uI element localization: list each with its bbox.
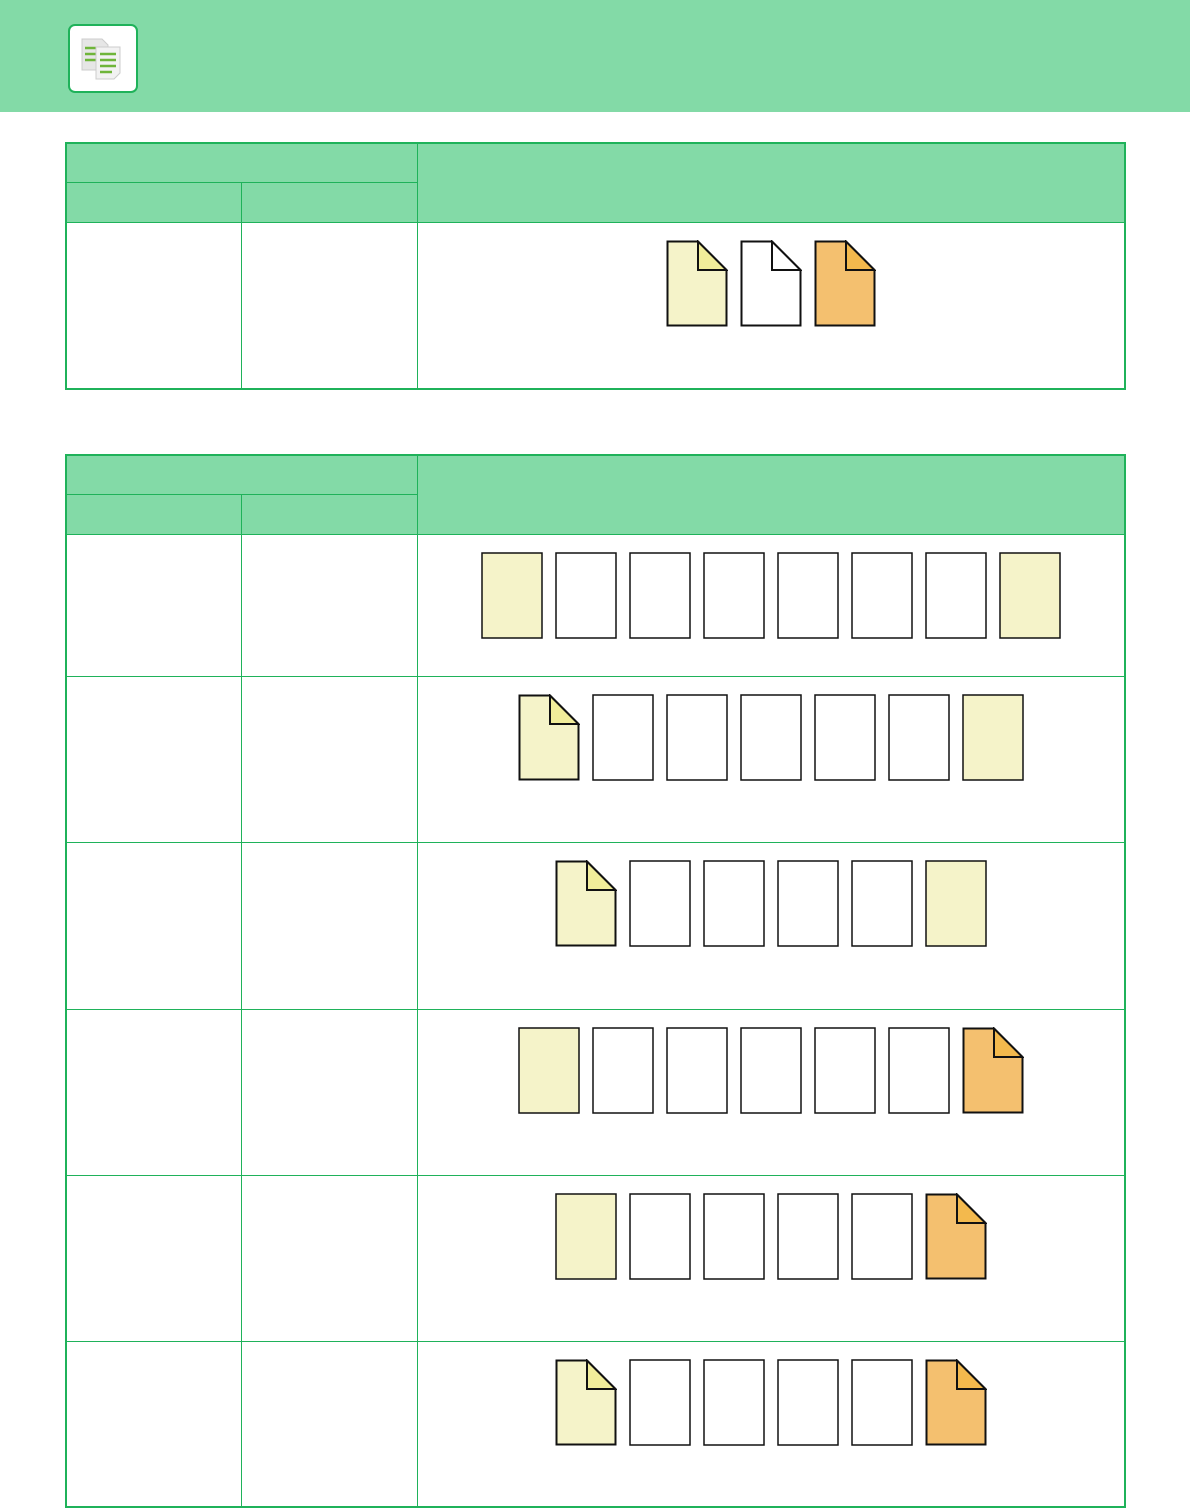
page-white-icon (703, 551, 765, 639)
header-cell (416, 454, 1126, 535)
header-cell (240, 493, 418, 535)
cell (65, 1008, 242, 1176)
page-white-icon (777, 1358, 839, 1446)
table-row (65, 841, 1126, 1010)
copy-documents-icon (68, 24, 138, 93)
page-sequence (418, 535, 1125, 639)
page-white-icon (629, 1358, 691, 1446)
page-white-icon (703, 1192, 765, 1280)
table-row (65, 1340, 1126, 1508)
page-yellow-icon (481, 551, 543, 639)
pages-cell (416, 221, 1126, 390)
header-cell (65, 181, 242, 223)
header-cell (65, 454, 418, 495)
page-white-icon (703, 1358, 765, 1446)
page-sequence (418, 1342, 1125, 1446)
page-white-icon (740, 1026, 802, 1114)
table-2 (65, 454, 1126, 1508)
header-banner (0, 0, 1190, 112)
cell (65, 841, 242, 1010)
page-white-icon (888, 1026, 950, 1114)
header-cell (416, 142, 1126, 223)
page-white-icon (851, 551, 913, 639)
page-yellow-fold-icon (555, 859, 617, 947)
pages-cell (416, 841, 1126, 1010)
cell (65, 533, 242, 677)
page-yellow-fold-icon (555, 1358, 617, 1446)
page-yellow-fold-icon (518, 693, 580, 781)
page-sequence (418, 1176, 1125, 1280)
header-cell (65, 493, 242, 535)
page-yellow-icon (925, 859, 987, 947)
cell (240, 533, 418, 677)
table-row (65, 1174, 1126, 1342)
page-orange-fold-icon (925, 1192, 987, 1280)
cell (65, 675, 242, 843)
page-yellow-icon (962, 693, 1024, 781)
page-white-icon (592, 1026, 654, 1114)
cell (65, 1174, 242, 1342)
page-white-icon (740, 693, 802, 781)
page-white-icon (629, 551, 691, 639)
cell (65, 221, 242, 390)
page-sequence (418, 843, 1125, 947)
page-orange-fold-icon (814, 239, 876, 327)
page-orange-fold-icon (925, 1358, 987, 1446)
header-cell (240, 181, 418, 223)
page-white-icon (777, 859, 839, 947)
header-cell (65, 142, 418, 183)
page-white-icon (888, 693, 950, 781)
page-white-icon (592, 693, 654, 781)
page-white-icon (629, 1192, 691, 1280)
page-yellow-icon (555, 1192, 617, 1280)
cell (240, 221, 418, 390)
page-white-icon (555, 551, 617, 639)
table-row (65, 533, 1126, 677)
table-1 (65, 142, 1126, 390)
page-white-icon (703, 859, 765, 947)
pages-cell (416, 1174, 1126, 1342)
page-white-icon (777, 551, 839, 639)
page-orange-fold-icon (962, 1026, 1024, 1114)
page-white-icon (925, 551, 987, 639)
page-sequence (418, 1010, 1125, 1114)
cell (240, 675, 418, 843)
cell (240, 841, 418, 1010)
page-white-icon (851, 859, 913, 947)
table-row (65, 1008, 1126, 1176)
cell (240, 1008, 418, 1176)
page-white-icon (777, 1192, 839, 1280)
table-row (65, 675, 1126, 843)
page-white-icon (629, 859, 691, 947)
page-yellow-icon (518, 1026, 580, 1114)
pages-cell (416, 533, 1126, 677)
page-sequence (418, 677, 1125, 781)
page-yellow-fold-icon (666, 239, 728, 327)
page-yellow-icon (999, 551, 1061, 639)
page-white-icon (666, 1026, 728, 1114)
page-white-icon (851, 1192, 913, 1280)
pages-cell (416, 1008, 1126, 1176)
pages-cell (416, 1340, 1126, 1508)
page-white-icon (666, 693, 728, 781)
table-row (65, 221, 1126, 390)
cell (240, 1340, 418, 1508)
cell (65, 1340, 242, 1508)
page-white-fold-icon (740, 239, 802, 327)
page-white-icon (851, 1358, 913, 1446)
pages-cell (416, 675, 1126, 843)
page-sequence (418, 223, 1125, 327)
cell (240, 1174, 418, 1342)
page-white-icon (814, 693, 876, 781)
page-white-icon (814, 1026, 876, 1114)
